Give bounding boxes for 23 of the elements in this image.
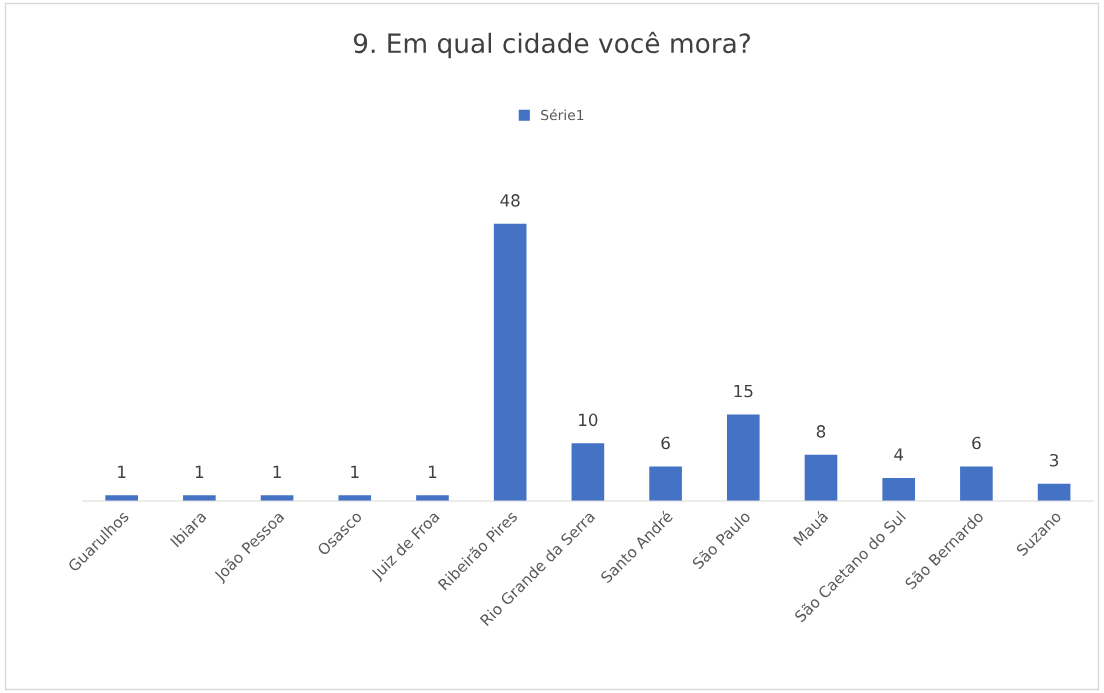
bar	[493, 223, 527, 502]
data-label: 6	[972, 436, 981, 450]
data-label: 6	[661, 436, 670, 450]
data-label: 1	[195, 465, 204, 478]
data-label: 4	[894, 448, 904, 461]
data-label: 1	[429, 465, 437, 478]
bar	[571, 443, 605, 502]
bar	[649, 466, 682, 502]
data-label: 1	[118, 465, 126, 478]
bar	[726, 414, 760, 502]
legend-label: Série1	[541, 108, 584, 121]
bar	[804, 454, 838, 502]
data-label: 10	[579, 413, 598, 427]
bar	[882, 477, 916, 502]
chart-title: 9. Em qual cidade você mora?	[353, 31, 750, 59]
data-label: 15	[734, 384, 753, 398]
data-label: 3	[1050, 453, 1059, 467]
data-label: 48	[500, 194, 520, 207]
bar	[960, 466, 993, 502]
bar	[1037, 483, 1071, 502]
data-label: 1	[273, 465, 281, 478]
data-label: 8	[816, 425, 826, 438]
data-label: 1	[351, 465, 359, 478]
